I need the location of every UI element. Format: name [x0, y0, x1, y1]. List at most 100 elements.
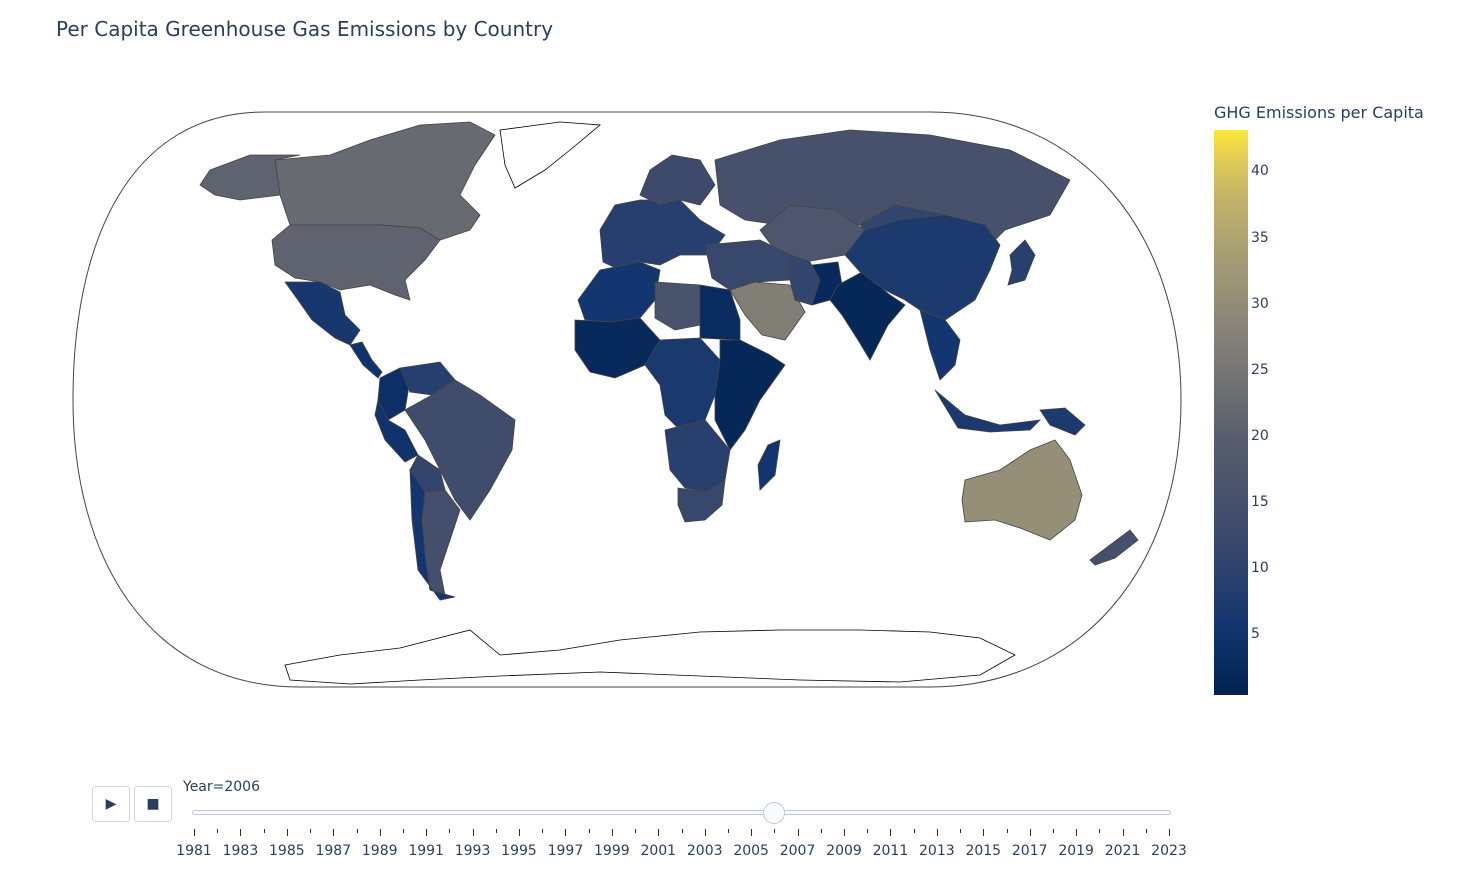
slider-tick	[1122, 829, 1124, 836]
slider-tick	[658, 829, 660, 836]
slider-tick-label[interactable]: 1999	[594, 843, 630, 859]
slider-tick	[356, 829, 358, 833]
slider-tick	[379, 829, 381, 836]
year-slider-rail[interactable]	[192, 810, 1171, 815]
slider-tick	[310, 829, 312, 833]
colorbar-tick-label: 40	[1251, 163, 1269, 180]
region-new-zealand[interactable]	[1089, 529, 1139, 566]
region-greenland[interactable]	[499, 121, 602, 189]
region-mongolia[interactable]	[859, 204, 946, 231]
slider-tick-label[interactable]: 2001	[640, 843, 677, 859]
slider-tick	[263, 829, 265, 833]
slider-tick	[913, 829, 915, 833]
colorbar-tick-label: 15	[1251, 494, 1269, 511]
slider-tick	[472, 829, 474, 836]
region-papua-new-guinea[interactable]	[1039, 407, 1086, 436]
slider-tick-label[interactable]: 1985	[269, 843, 305, 859]
slider-tick-label[interactable]: 2005	[733, 843, 769, 859]
slider-tick	[890, 829, 892, 836]
slider-tick-label[interactable]: 2023	[1151, 843, 1187, 859]
slider-tick-label[interactable]: 2021	[1104, 843, 1141, 859]
region-libya[interactable]	[654, 281, 701, 331]
slider-tick	[194, 829, 195, 836]
region-scandinavia[interactable]	[639, 154, 716, 206]
region-peru[interactable]	[374, 398, 419, 463]
slider-tick	[519, 829, 520, 836]
slider-tick	[1052, 829, 1054, 833]
slider-tick	[820, 829, 822, 833]
slider-tick-label[interactable]: 1995	[501, 843, 537, 859]
region-east-africa[interactable]	[714, 339, 786, 451]
slider-tick	[635, 829, 637, 833]
slider-tick	[797, 829, 799, 836]
slider-tick	[936, 829, 938, 836]
slider-tick	[1006, 829, 1008, 833]
slider-tick-label[interactable]: 2019	[1058, 843, 1094, 859]
region-madagascar[interactable]	[757, 439, 781, 491]
region-indonesia[interactable]	[934, 389, 1042, 433]
region-japan[interactable]	[1007, 239, 1036, 286]
colorbar-tick-label: 25	[1251, 361, 1269, 378]
slider-tick	[402, 829, 404, 833]
slider-tick	[542, 829, 544, 833]
slider-tick	[240, 829, 242, 836]
slider-tick	[1169, 829, 1170, 836]
region-alaska[interactable]	[199, 154, 301, 201]
colorbar-tick-label: 10	[1251, 560, 1269, 577]
stop-icon: ■	[146, 796, 160, 812]
region-chile[interactable]	[409, 468, 456, 601]
slider-tick-label[interactable]: 2003	[686, 843, 723, 859]
slider-tick	[681, 829, 683, 833]
region-brazil[interactable]	[404, 379, 516, 521]
slider-tick-label[interactable]: 1981	[176, 843, 212, 859]
slider-tick-label[interactable]: 2011	[872, 843, 909, 859]
play-icon: ▶	[105, 796, 117, 812]
slider-tick-label[interactable]: 2007	[779, 843, 816, 859]
year-slider-handle[interactable]	[763, 802, 786, 824]
region-china[interactable]	[844, 214, 1001, 321]
slider-tick-label[interactable]: 2017	[1011, 843, 1048, 859]
region-central-africa[interactable]	[644, 337, 721, 431]
slider-tick	[449, 829, 451, 833]
region-united-states[interactable]	[271, 224, 441, 301]
slider-tick	[611, 829, 613, 836]
region-south-africa[interactable]	[677, 479, 726, 523]
chart-title: Per Capita Greenhouse Gas Emissions by C…	[56, 17, 554, 41]
region-australia[interactable]	[961, 439, 1083, 541]
slider-tick	[983, 829, 985, 836]
slider-tick	[1076, 829, 1078, 836]
region-mexico[interactable]	[284, 281, 361, 346]
slider-tick	[1145, 829, 1147, 833]
slider-tick	[217, 829, 219, 833]
slider-tick-label[interactable]: 1997	[547, 843, 584, 859]
slider-tick	[495, 829, 497, 833]
region-southeast-asia[interactable]	[919, 309, 961, 381]
colorbar-tick-label: 35	[1251, 229, 1269, 246]
slider-tick-label[interactable]: 2013	[919, 843, 955, 859]
slider-tick-label[interactable]: 2009	[826, 843, 862, 859]
slider-tick	[565, 829, 567, 836]
region-middle-east[interactable]	[704, 239, 791, 291]
slider-tick-label[interactable]: 1991	[408, 843, 444, 859]
slider-tick-label[interactable]: 2015	[965, 843, 1002, 859]
slider-tick-label[interactable]: 1993	[454, 843, 491, 859]
slider-tick	[844, 829, 845, 836]
slider-tick	[1099, 829, 1101, 833]
slider-tick-label[interactable]: 1983	[222, 843, 259, 859]
region-antarctica[interactable]	[284, 629, 1016, 685]
stop-button[interactable]: ■	[134, 786, 172, 822]
slider-tick-label[interactable]: 1989	[361, 843, 398, 859]
slider-tick	[727, 829, 729, 833]
region-central-america[interactable]	[349, 341, 383, 379]
slider-tick	[426, 829, 428, 836]
play-button[interactable]: ▶	[92, 786, 130, 822]
colorbar-tick-label: 30	[1251, 295, 1269, 312]
slider-tick-label[interactable]: 1987	[315, 843, 352, 859]
colorbar-title: GHG Emissions per Capita	[1214, 103, 1424, 122]
region-saudi-arabia[interactable]	[729, 281, 806, 341]
slider-tick	[867, 829, 869, 833]
slider-tick	[333, 829, 335, 836]
slider-tick	[286, 829, 288, 836]
slider-tick	[588, 829, 590, 833]
